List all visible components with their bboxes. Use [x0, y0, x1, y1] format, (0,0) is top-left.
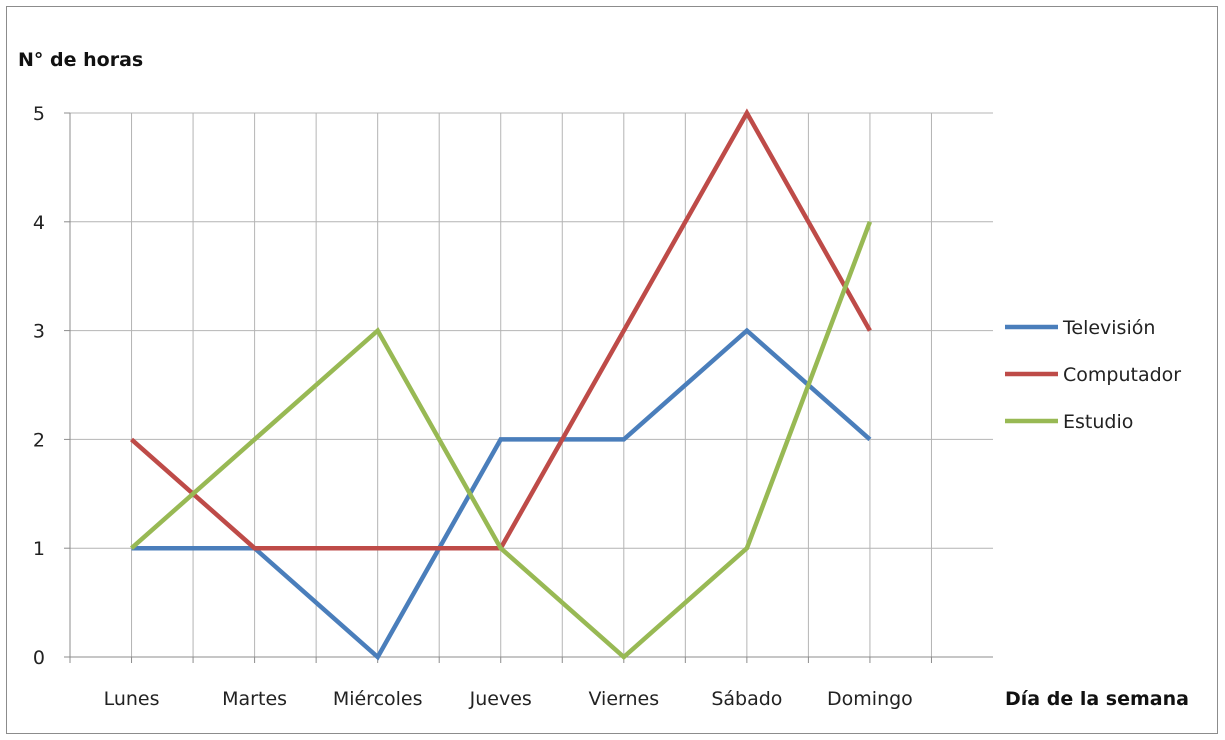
series-line [130, 221, 873, 661]
legend-label: Televisión [1062, 317, 1155, 339]
y-tick-labels: 0 1 2 3 4 5 [33, 103, 45, 669]
x-tick-label: Miércoles [333, 688, 423, 710]
y-tick-label: 2 [33, 429, 45, 451]
legend-label: Computador [1063, 364, 1181, 386]
chart-frame [6, 6, 1218, 734]
y-tick-label: 4 [33, 212, 45, 234]
y-tick-label: 5 [33, 103, 45, 125]
x-tick-label: Domingo [827, 688, 913, 710]
legend: Televisión Computador Estudio [1005, 317, 1181, 433]
x-tick-labels: Lunes Martes Miércoles Jueves Viernes Sábado D… [104, 688, 913, 710]
legend-label: Estudio [1063, 411, 1133, 433]
x-tick-label: Viernes [588, 688, 659, 710]
y-tick-label: 3 [33, 321, 45, 343]
y-tick-label: 1 [33, 538, 45, 560]
x-tick-label: Lunes [104, 688, 160, 710]
y-tick-label: 0 [33, 647, 45, 669]
x-tick-label: Jueves [469, 688, 532, 710]
x-tick-label: Sábado [711, 688, 782, 710]
x-axis-title: Día de la semana [1005, 688, 1189, 710]
x-tick-label: Martes [222, 688, 287, 710]
series-lines [130, 108, 873, 661]
axes [64, 112, 993, 663]
gridlines [70, 112, 993, 657]
y-axis-title: N° de horas [18, 49, 143, 71]
